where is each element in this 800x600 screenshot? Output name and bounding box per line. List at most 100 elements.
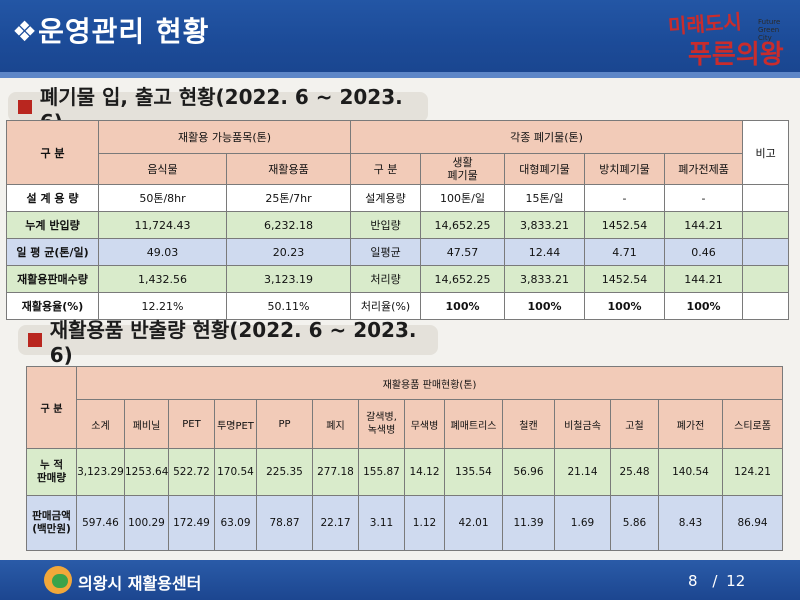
col-bigo: 비고 (742, 120, 790, 185)
table-cell: 11,724.43 (98, 211, 227, 239)
row-label: 재활용율(%) (6, 292, 99, 320)
subheader: 폐가전제품 (664, 153, 744, 185)
table-cell: 20.23 (225, 238, 352, 266)
subheader: 생활 폐기물 (420, 153, 506, 185)
table-cell: 처리량 (350, 265, 422, 293)
footer-org-name: 의왕시 재활용센터 (78, 574, 202, 593)
table-cell: 반입량 (350, 211, 422, 239)
subheader: 방치폐기물 (584, 153, 666, 185)
table-cell: 25.48 (610, 448, 659, 496)
table-cell: 14,652.25 (420, 211, 506, 239)
table-cell: 8.43 (658, 495, 723, 551)
table-cell: 225.35 (256, 448, 313, 496)
table-cell: 277.18 (312, 448, 359, 496)
logo-small-text: Future Green City (758, 18, 781, 42)
table-cell: 0.46 (664, 238, 744, 266)
page-separator: / (712, 572, 718, 590)
table-cell: 100% (420, 292, 506, 320)
table-row: 재활용판매수량 1,432.56 3,123.19 처리량 14,652.25 … (6, 265, 790, 293)
item-header: 폐지 (312, 399, 359, 449)
table-cell: 3.11 (358, 495, 405, 551)
table-cell: 100.29 (124, 495, 169, 551)
item-header: PP (256, 399, 313, 449)
table-cell: 1.69 (554, 495, 611, 551)
item-header: 비철금속 (554, 399, 611, 449)
col-gubun: 구 분 (6, 120, 99, 185)
table-cell: 14.12 (404, 448, 445, 496)
table-row: 누계 반입량 11,724.43 6,232.18 반입량 14,652.25 … (6, 211, 790, 239)
table-cell: 25톤/7hr (225, 184, 352, 212)
table-cell: 49.03 (98, 238, 227, 266)
bigo-cell (742, 184, 790, 212)
table-cell: 12.44 (504, 238, 586, 266)
table-cell: 일평균 (350, 238, 422, 266)
table-row: 판매금액 (백만원) 597.46 100.29 172.49 63.09 78… (26, 495, 784, 551)
page-title: ❖운영관리 현황 (12, 15, 210, 48)
row-label: 설 계 용 량 (6, 184, 99, 212)
item-header: 고철 (610, 399, 659, 449)
table-cell: 50.11% (225, 292, 352, 320)
logo-line2: 푸른의왕 (688, 40, 784, 70)
table-cell: 597.46 (76, 495, 125, 551)
row-label: 누 적 판매량 (26, 448, 77, 496)
table-row: 설 계 용 량 50톤/8hr 25톤/7hr 설계용량 100톤/일 15톤/… (6, 184, 790, 212)
table-cell: 6,232.18 (225, 211, 352, 239)
table-cell: 21.14 (554, 448, 611, 496)
subheader: 재활용품 (225, 153, 352, 185)
row-label: 재활용판매수량 (6, 265, 99, 293)
table-cell: 100톤/일 (420, 184, 506, 212)
subheader: 구 분 (350, 153, 422, 185)
table-cell: 14,652.25 (420, 265, 506, 293)
table-cell: 42.01 (444, 495, 503, 551)
table-cell: 124.21 (721, 448, 784, 496)
table-cell: 47.57 (420, 238, 506, 266)
table-cell: 4.71 (584, 238, 666, 266)
bigo-cell (742, 238, 790, 266)
table-cell: 1,432.56 (98, 265, 227, 293)
table-cell: 135.54 (444, 448, 503, 496)
item-header: 철캔 (502, 399, 555, 449)
subheader: 음식물 (98, 153, 227, 185)
logo-leaf-icon (52, 574, 68, 588)
page-total: 12 (726, 572, 746, 590)
group-waste: 각종 폐기물(톤) (350, 120, 744, 154)
group-recyclable: 재활용 가능품목(톤) (97, 120, 352, 154)
table-cell: 11.39 (502, 495, 555, 551)
table-cell: 처리율(%) (350, 292, 422, 320)
item-header: 스티로폼 (721, 399, 784, 449)
bullet-square-icon (18, 100, 32, 114)
group-title: 재활용품 판매현황(톤) (75, 366, 784, 400)
row-label: 일 평 균(톤/일) (6, 238, 99, 266)
table-cell: 3,833.21 (504, 211, 586, 239)
table-cell: 12.21% (98, 292, 227, 320)
row-label: 누계 반입량 (6, 211, 99, 239)
table-cell: 3,833.21 (504, 265, 586, 293)
table-cell: 100% (504, 292, 586, 320)
table-cell: 3,123.29 (76, 448, 125, 496)
table-cell: 155.87 (358, 448, 405, 496)
header-divider (0, 72, 800, 78)
city-logo: 미래도시 푸른의왕 Future Green City (640, 4, 795, 70)
table-row: 일 평 균(톤/일) 49.03 20.23 일평균 47.57 12.44 4… (6, 238, 790, 266)
subheader: 대형폐기물 (504, 153, 586, 185)
table-cell: 1452.54 (584, 265, 666, 293)
table-cell: 1253.64 (124, 448, 169, 496)
section2-title: 재활용품 반출량 현황(2022. 6 ~ 2023. 6) (18, 318, 438, 367)
table-cell: 3,123.19 (225, 265, 352, 293)
table-cell: 170.54 (214, 448, 257, 496)
item-header: 폐매트리스 (444, 399, 503, 449)
table-cell: 설계용량 (350, 184, 422, 212)
table-cell: 50톤/8hr (98, 184, 227, 212)
item-header: 갈색병, 녹색병 (358, 399, 405, 449)
footer-bar (0, 560, 800, 600)
table-cell: 100% (584, 292, 666, 320)
page-current: 8 (688, 572, 698, 590)
bigo-cell (742, 292, 790, 320)
table-cell: 1452.54 (584, 211, 666, 239)
table-row: 재활용율(%) 12.21% 50.11% 처리율(%) 100% 100% 1… (6, 292, 790, 320)
table-cell: 140.54 (658, 448, 723, 496)
section2-title-text: 재활용품 반출량 현황(2022. 6 ~ 2023. 6) (49, 317, 417, 367)
table-cell: 5.86 (610, 495, 659, 551)
table-cell: - (584, 184, 666, 212)
